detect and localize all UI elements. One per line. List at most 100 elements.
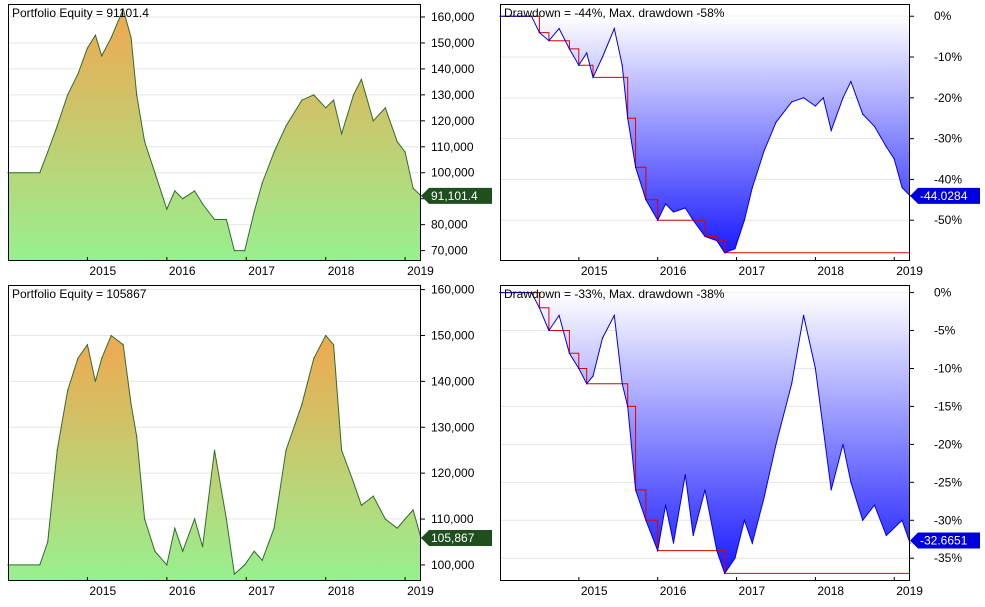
- dd1-area: [500, 16, 910, 253]
- eq1-xtick-label: 2019: [407, 264, 434, 278]
- dd1-xtick-label: 2019: [896, 264, 923, 278]
- dd2-point: [751, 542, 753, 544]
- eq2-point: [333, 344, 335, 346]
- eq1-point: [202, 203, 204, 205]
- eq1-point: [130, 37, 132, 39]
- eq1-last-value-badge: [421, 187, 492, 204]
- eq2-point: [101, 357, 103, 359]
- dd2-ytick-label: -25%: [934, 475, 962, 489]
- eq1-point: [341, 133, 343, 135]
- eq2-point: [313, 357, 315, 359]
- eq2-point: [47, 541, 49, 543]
- dd2-point: [814, 367, 816, 370]
- dd2-point: [530, 292, 533, 294]
- dd2-point: [665, 504, 667, 506]
- dd1-point: [684, 207, 686, 209]
- dd1-point: [814, 105, 816, 107]
- dd2-point: [592, 375, 594, 377]
- eq2-point: [194, 518, 196, 520]
- dd2-point: [672, 542, 675, 544]
- dd1-point: [901, 187, 903, 189]
- eq1-ytick-label: 110,000: [431, 140, 474, 154]
- dd2-point: [635, 489, 637, 491]
- eq2-point: [412, 509, 414, 511]
- dd2-point: [822, 428, 824, 430]
- drawdown-chart-bottom: 0% -5% -10% -15% -20% -25% -30% -35% 2015 2016 201…: [496, 285, 981, 603]
- eq2-point: [352, 481, 355, 483]
- eq2-ytick-label: 140,000: [431, 374, 475, 388]
- eq1-point: [94, 34, 96, 36]
- eq2-point: [77, 357, 79, 359]
- eq2-area: [8, 335, 421, 581]
- dd1-point: [672, 211, 675, 213]
- eq2-ytick-label: 110,000: [431, 512, 474, 526]
- eq2-title: Portfolio Equity = 105867: [12, 287, 147, 301]
- dd2-point: [568, 352, 570, 354]
- eq1-ytick-label: 100,000: [431, 166, 475, 180]
- dd1-point: [568, 48, 570, 50]
- dd2-point: [862, 519, 864, 521]
- eq2-point: [244, 564, 246, 566]
- equity-chart-bottom: 100,000 110,000 120,000 130,000 140,000 150,0…: [4, 285, 493, 603]
- eq1-point: [412, 187, 414, 189]
- dd2-point: [613, 314, 615, 316]
- dd2-ytick-label: -20%: [934, 437, 962, 451]
- eq1-ytick-label: 140,000: [431, 62, 475, 76]
- dd2-title: Drawdown = -33%, Max. drawdown -38%: [504, 287, 725, 301]
- eq2-point: [174, 527, 176, 529]
- eq1-point: [122, 8, 124, 10]
- dd1-ytick-label: -30%: [934, 132, 962, 146]
- eq1-point: [325, 107, 327, 109]
- eq1-point: [261, 182, 263, 184]
- eq2-point: [341, 449, 343, 451]
- eq2-point: [213, 449, 216, 451]
- dd2-svg: 0% -5% -10% -15% -20% -25% -30% -35% 2015 2016 201…: [499, 285, 980, 598]
- eq2-point: [261, 559, 263, 561]
- dd1-last-value-label: -44.0284: [920, 189, 968, 203]
- dd2-last-value-badge: [910, 532, 980, 549]
- dd1-point: [692, 219, 694, 221]
- eq2-ytick-label: 100,000: [431, 558, 475, 572]
- eq2-ytick-label: 120,000: [431, 466, 475, 480]
- eq1-point: [77, 73, 79, 75]
- eq1-point: [285, 125, 287, 127]
- dd2-point: [558, 314, 560, 316]
- eq1-ytick-label: 70,000: [431, 244, 468, 258]
- eq2-point: [182, 550, 184, 552]
- dd2-ytick-label: -35%: [934, 551, 962, 565]
- dd2-point: [657, 550, 659, 552]
- dd1-point: [734, 248, 736, 250]
- eq1-point: [313, 94, 315, 96]
- dd2-ytick-label: -30%: [934, 513, 962, 527]
- eq1-point: [110, 37, 112, 39]
- dd1-xtick-label: 2017: [739, 264, 766, 278]
- dd1-point: [645, 199, 647, 201]
- equity-chart-top: 70,00080,00090,000100,000110,000120,0001…: [4, 4, 493, 280]
- dd2-ytick-label: -15%: [934, 399, 962, 413]
- eq1-xtick-label: 2018: [328, 264, 355, 278]
- eq2-ytick-label: 160,000: [431, 285, 475, 297]
- eq1-point: [39, 172, 41, 174]
- dd1-maxdrawdown-line: [500, 15, 910, 254]
- dd2-area: [500, 292, 910, 574]
- eq1-ytick-label: 120,000: [431, 114, 475, 128]
- eq2-last-value-badge: [421, 530, 492, 547]
- eq1-point: [166, 208, 168, 210]
- dd2-point: [724, 572, 726, 574]
- dd1-point: [716, 240, 718, 242]
- dd1-title: Drawdown = -44%, Max. drawdown -58%: [504, 6, 725, 20]
- eq1-point: [101, 55, 103, 57]
- eq2-point: [253, 550, 255, 552]
- dd1-point: [724, 252, 726, 254]
- eq1-last-value-label: 91,101.4: [431, 189, 478, 203]
- dd1-point: [578, 64, 580, 66]
- eq1-point: [194, 190, 196, 192]
- dd1-point: [601, 56, 604, 58]
- eq2-point: [360, 504, 362, 506]
- eq1-point: [136, 94, 138, 96]
- dd1-point: [627, 117, 629, 119]
- eq2-point: [122, 344, 124, 346]
- dd1-point: [621, 64, 623, 66]
- dd1-point: [613, 27, 615, 30]
- dd2-point: [893, 527, 895, 529]
